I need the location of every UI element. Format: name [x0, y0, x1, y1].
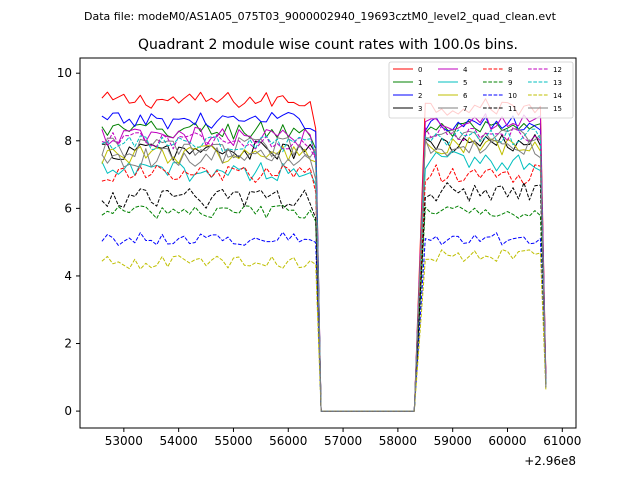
legend-label: 12 — [553, 66, 562, 74]
y-tick-label: 2 — [64, 337, 72, 351]
x-tick-label: 61000 — [543, 434, 581, 448]
y-tick-label: 4 — [64, 269, 72, 283]
y-tick-label: 8 — [64, 134, 72, 148]
legend-label: 10 — [508, 92, 517, 100]
chart-suptitle: Data file: modeM0/AS1A05_075T03_90000029… — [84, 10, 557, 23]
legend-label: 14 — [553, 92, 562, 100]
plot-frame — [79, 57, 577, 429]
y-tick-label: 10 — [57, 66, 72, 80]
x-tick-label: 55000 — [214, 434, 252, 448]
legend-label: 15 — [553, 105, 562, 113]
x-tick-label: 53000 — [105, 434, 143, 448]
legend-label: 8 — [508, 66, 512, 74]
legend-box — [388, 61, 574, 119]
legend-label: 11 — [508, 105, 517, 113]
series-line-8 — [101, 164, 547, 412]
legend-label: 0 — [418, 66, 422, 74]
legend-label: 3 — [418, 105, 422, 113]
x-axis: 53000 54000 55000 56000 57000 58000 59000 60000… — [105, 428, 581, 448]
legend-label: 13 — [553, 79, 562, 87]
legend-label: 1 — [418, 79, 422, 87]
legend-label: 4 — [463, 66, 468, 74]
x-tick-label: 56000 — [269, 434, 307, 448]
y-axis: 0 2 4 6 8 10 — [57, 66, 80, 418]
x-tick-label: 57000 — [324, 434, 362, 448]
legend-label: 7 — [463, 105, 467, 113]
legend-label: 2 — [418, 92, 422, 100]
series-line-15 — [101, 138, 547, 412]
series-layer — [101, 91, 547, 412]
x-offset-label: +2.96e8 — [524, 454, 576, 468]
chart-title: Quadrant 2 module wise count rates with … — [138, 37, 518, 53]
legend-label: 6 — [463, 92, 468, 100]
legend-label: 5 — [463, 79, 467, 87]
x-tick-label: 59000 — [434, 434, 472, 448]
x-tick-label: 58000 — [379, 434, 417, 448]
x-tick-label: 54000 — [160, 434, 198, 448]
y-tick-label: 6 — [64, 201, 72, 215]
y-tick-label: 0 — [64, 404, 72, 418]
x-tick-label: 60000 — [488, 434, 526, 448]
legend-label: 9 — [508, 79, 512, 87]
